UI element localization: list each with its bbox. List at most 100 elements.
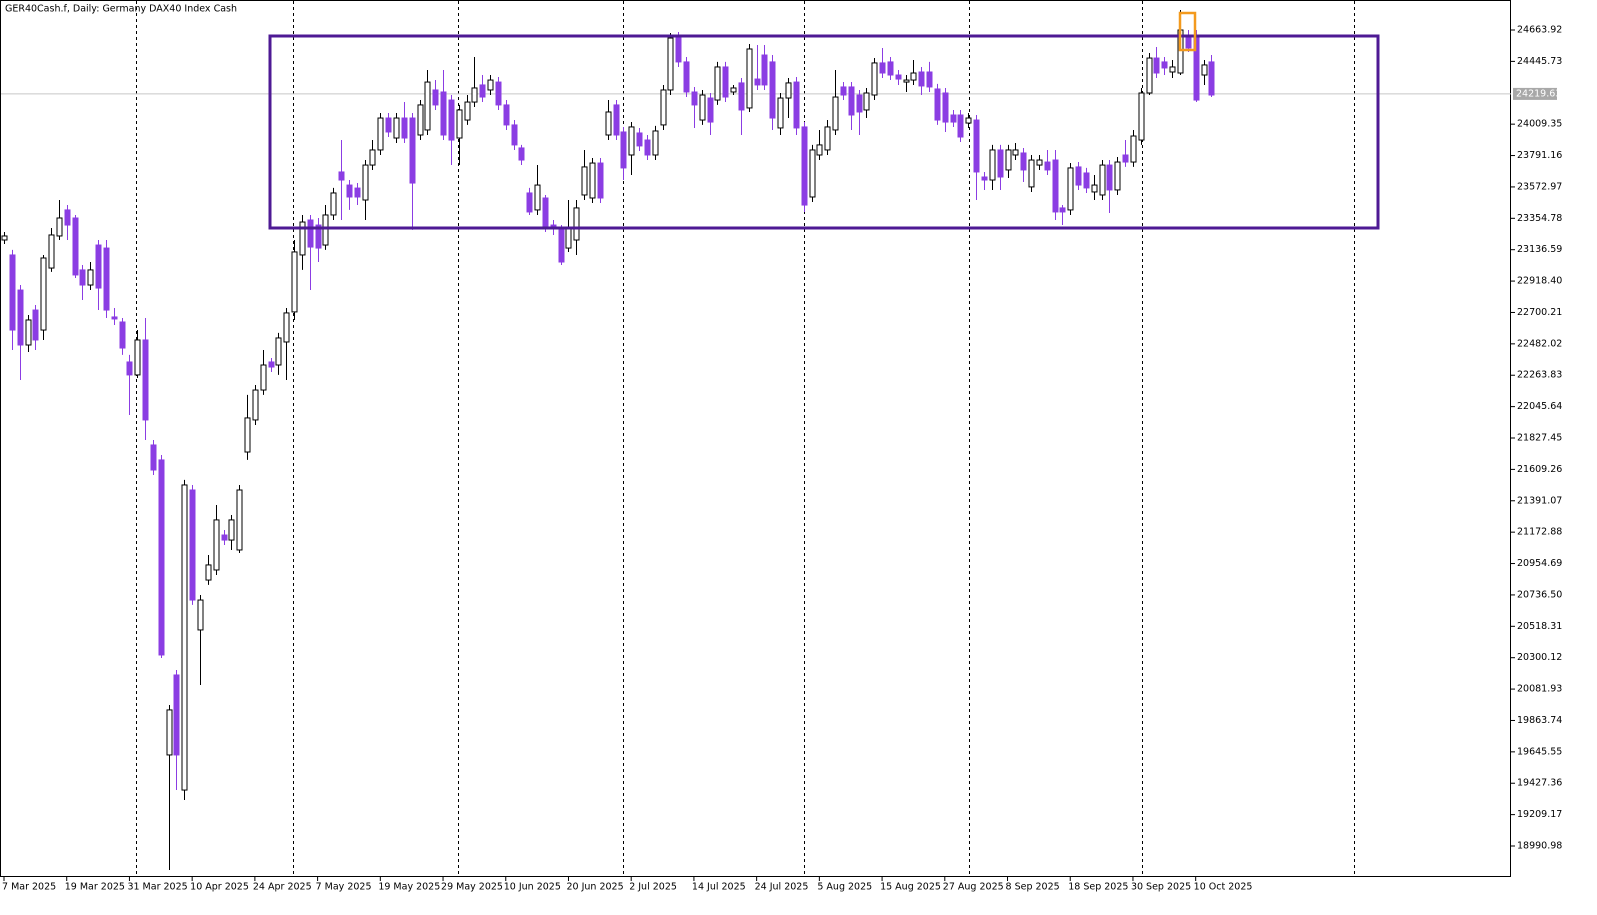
x-tick-label: 24 Jul 2025: [755, 882, 809, 893]
candle-body: [957, 114, 964, 138]
candle-body: [613, 104, 620, 136]
chart-layer: 24663.92 24445.73 24009.35 23791.16 23572.97…: [1, 9, 1562, 893]
x-tick-label: 14 Jul 2025: [692, 882, 746, 893]
y-tick-label: 21391.07: [1517, 495, 1562, 506]
y-tick-label: 23572.97: [1517, 181, 1562, 192]
candle-body: [934, 88, 941, 121]
current-price-box: [1513, 87, 1557, 100]
candle-body: [1059, 207, 1066, 213]
x-tick-label: 20 Jun 2025: [566, 882, 623, 893]
candle-body: [1044, 161, 1051, 171]
candle-body: [511, 124, 518, 146]
candle-body: [268, 361, 275, 368]
current-price-label: 24219.63: [1516, 88, 1561, 99]
candle-body: [181, 484, 188, 791]
candle-body: [1208, 61, 1215, 96]
y-tick-label: 22482.02: [1517, 338, 1562, 349]
candle-body: [652, 130, 659, 156]
candle-body: [1075, 166, 1082, 186]
candle-body: [667, 37, 674, 91]
chart-title: GER40Cash.f, Daily: Germany DAX40 Index …: [5, 4, 237, 15]
candle-body: [440, 91, 447, 136]
candle-body: [840, 86, 847, 96]
candle-body: [754, 78, 761, 86]
y-tick-label: 23136.59: [1517, 244, 1562, 255]
candle-body: [950, 114, 957, 123]
candle-body: [189, 489, 196, 601]
candle-body: [691, 91, 698, 106]
candle-body: [856, 94, 863, 113]
candle-body: [158, 459, 165, 656]
candle-body: [1114, 161, 1121, 191]
candle-body: [307, 219, 314, 248]
x-tick-label: 5 Aug 2025: [817, 882, 872, 893]
x-tick-label: 24 Apr 2025: [253, 882, 312, 893]
candle-body: [17, 289, 24, 346]
y-tick-label: 22918.40: [1517, 276, 1562, 287]
candle-body: [330, 192, 337, 216]
candle-body: [910, 72, 917, 81]
candle-body: [565, 227, 572, 249]
candle-body: [369, 149, 376, 166]
candle-body: [816, 144, 823, 156]
candle-body: [252, 389, 259, 421]
candle-body: [95, 244, 102, 289]
candle-body: [903, 79, 910, 83]
candle-body: [354, 187, 361, 198]
candle-body: [707, 97, 714, 123]
y-tick-label: 23354.78: [1517, 213, 1562, 224]
candle-body: [558, 229, 565, 263]
candle-body: [1130, 135, 1137, 163]
candle-body: [1122, 154, 1129, 163]
candle-body: [346, 184, 353, 198]
range-box: [268, 34, 1380, 230]
y-tick-label: 20954.69: [1517, 558, 1562, 569]
x-tick-label: 10 Oct 2025: [1194, 882, 1253, 893]
y-tick-label: 19863.74: [1517, 715, 1562, 726]
candle-body: [801, 126, 808, 206]
candle-body: [518, 147, 525, 161]
candle-body: [448, 99, 455, 141]
candle-body: [581, 166, 588, 196]
candle-body: [997, 149, 1004, 178]
x-tick-label: 2 Jul 2025: [629, 882, 677, 893]
candle-body: [362, 164, 369, 201]
candle-body: [526, 192, 533, 213]
candle-body: [197, 599, 204, 631]
candle-body: [644, 139, 651, 156]
candle-body: [205, 564, 212, 581]
candle-body: [879, 62, 886, 74]
x-tick-label: 19 Mar 2025: [65, 882, 125, 893]
candle-body: [385, 117, 392, 133]
candle-body: [1091, 184, 1098, 193]
candle-body: [1012, 149, 1019, 156]
candle-body: [260, 364, 267, 391]
y-tick-label: 22700.21: [1517, 307, 1562, 318]
candle-body: [1052, 159, 1059, 213]
candle-body: [542, 197, 549, 227]
candle-body: [1005, 149, 1012, 171]
candle-body: [1020, 152, 1027, 171]
candle-body: [503, 104, 510, 126]
y-tick-label: 19209.17: [1517, 809, 1562, 820]
candle-body: [1146, 57, 1153, 94]
x-tick-label: 19 May 2025: [378, 882, 440, 893]
candle-body: [636, 132, 643, 147]
y-tick-label: 21172.88: [1517, 527, 1562, 538]
y-tick-label: 18990.98: [1517, 841, 1562, 852]
candle-body: [989, 149, 996, 181]
candle-body: [738, 82, 745, 111]
candle-body: [111, 316, 118, 320]
candle-body: [605, 111, 612, 136]
candle-body: [620, 131, 627, 169]
candle-body: [1138, 92, 1145, 141]
x-tick-label: 10 Jun 2025: [504, 882, 561, 893]
candle-body: [166, 709, 173, 756]
highlight-box: [1178, 11, 1197, 52]
candle-body: [72, 217, 79, 276]
candle-body: [142, 339, 149, 421]
x-tick-label: 30 Sep 2025: [1131, 882, 1191, 893]
candle-body: [824, 126, 831, 151]
